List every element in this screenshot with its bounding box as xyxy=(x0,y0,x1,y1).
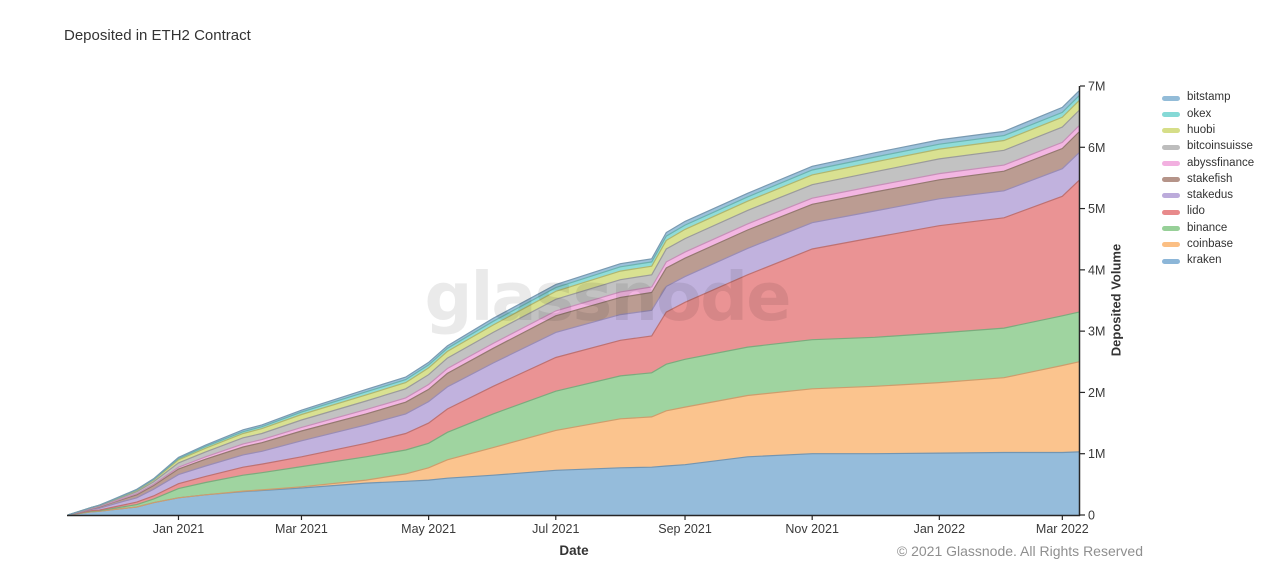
legend-label: lido xyxy=(1187,205,1205,218)
y-tick-label: 7M xyxy=(1088,80,1105,94)
legend-item-binance[interactable]: binance xyxy=(1162,220,1254,236)
legend-swatch-lido xyxy=(1162,209,1180,215)
edge-lido xyxy=(67,179,1080,516)
legend-label: bitcoinsuisse xyxy=(1187,140,1253,153)
legend-swatch-stakedus xyxy=(1162,193,1180,199)
edge-bitstamp xyxy=(67,90,1080,516)
edge-binance xyxy=(67,311,1080,516)
legend-swatch-huobi xyxy=(1162,128,1180,134)
x-tick-label: Sep 2021 xyxy=(658,522,712,536)
x-tick-label: Jan 2022 xyxy=(914,522,965,536)
x-tick-label: May 2021 xyxy=(401,522,456,536)
x-tick-label: Jul 2021 xyxy=(532,522,579,536)
legend-label: coinbase xyxy=(1187,238,1234,251)
y-tick-label: 2M xyxy=(1088,386,1105,400)
y-tick-label: 6M xyxy=(1088,141,1105,155)
legend-swatch-bitcoinsuisse xyxy=(1162,144,1180,150)
legend-swatch-bitstamp xyxy=(1162,95,1180,101)
x-tick-label: Nov 2021 xyxy=(785,522,839,536)
legend-item-lido[interactable]: lido xyxy=(1162,204,1254,220)
chart-legend: bitstamp okex huobi bitcoinsuisse abyssfinan… xyxy=(1162,90,1254,269)
area-series-stakefish[interactable] xyxy=(68,132,1079,515)
legend-label: kraken xyxy=(1187,254,1222,267)
legend-item-kraken[interactable]: kraken xyxy=(1162,253,1254,269)
legend-swatch-stakefish xyxy=(1162,177,1180,183)
legend-item-bitstamp[interactable]: bitstamp xyxy=(1162,90,1254,106)
x-axis-title: Date xyxy=(559,543,589,558)
y-tick-label: 0 xyxy=(1088,509,1095,523)
x-tick-label: Jan 2021 xyxy=(153,522,204,536)
edge-coinbase xyxy=(67,361,1080,516)
legend-item-coinbase[interactable]: coinbase xyxy=(1162,237,1254,253)
legend-swatch-kraken xyxy=(1162,258,1180,264)
copyright-notice: © 2021 Glassnode. All Rights Reserved xyxy=(896,543,1143,559)
chart-title: Deposited in ETH2 Contract xyxy=(64,27,251,44)
legend-swatch-coinbase xyxy=(1162,242,1180,248)
legend-item-stakedus[interactable]: stakedus xyxy=(1162,188,1254,204)
area-series-lido[interactable] xyxy=(68,180,1079,515)
legend-item-huobi[interactable]: huobi xyxy=(1162,123,1254,139)
x-tick-label: Mar 2021 xyxy=(275,522,328,536)
legend-item-okex[interactable]: okex xyxy=(1162,106,1254,122)
legend-label: binance xyxy=(1187,221,1228,234)
x-tick-label: Mar 2022 xyxy=(1036,522,1089,536)
y-tick-label: 3M xyxy=(1088,325,1105,339)
legend-swatch-okex xyxy=(1162,111,1180,117)
legend-swatch-binance xyxy=(1162,226,1180,232)
area-series-huobi[interactable] xyxy=(68,100,1079,515)
edge-stakefish xyxy=(67,131,1080,516)
legend-item-abyssfinance[interactable]: abyssfinance xyxy=(1162,155,1254,171)
legend-swatch-abyssfinance xyxy=(1162,160,1180,166)
legend-label: okex xyxy=(1187,107,1212,120)
legend-item-bitcoinsuisse[interactable]: bitcoinsuisse xyxy=(1162,139,1254,155)
legend-label: stakedus xyxy=(1187,189,1234,202)
area-series-coinbase[interactable] xyxy=(68,361,1079,515)
area-series-stakedus[interactable] xyxy=(68,152,1079,516)
legend-label: stakefish xyxy=(1187,172,1233,185)
y-tick-label: 4M xyxy=(1088,263,1105,277)
area-series-kraken[interactable] xyxy=(68,451,1079,515)
legend-item-stakefish[interactable]: stakefish xyxy=(1162,171,1254,187)
edge-abyssfinance xyxy=(67,125,1080,516)
edge-stakedus xyxy=(67,152,1080,516)
edge-bitcoinsuisse xyxy=(67,110,1080,516)
y-tick-label: 5M xyxy=(1088,202,1105,216)
y-tick-label: 1M xyxy=(1088,447,1105,461)
legend-label: bitstamp xyxy=(1187,91,1231,104)
legend-label: abyssfinance xyxy=(1187,156,1255,169)
legend-label: huobi xyxy=(1187,123,1216,136)
